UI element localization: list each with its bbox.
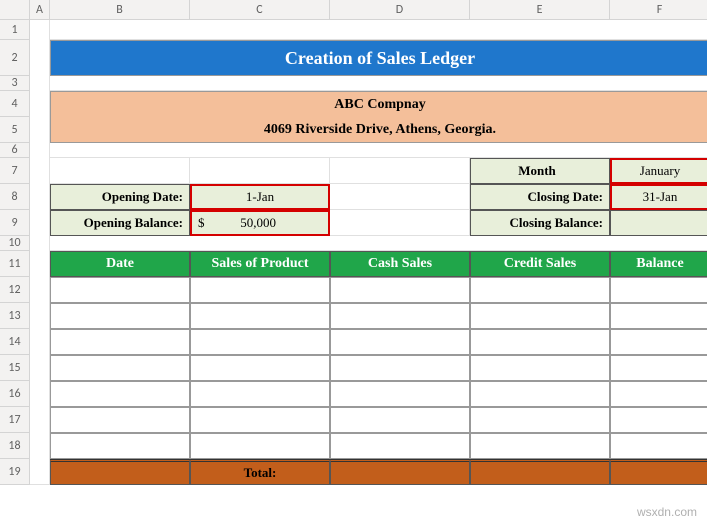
row-header-7[interactable]: 7	[0, 158, 30, 184]
closing-date-value[interactable]: 31-Jan	[610, 184, 707, 210]
company-name[interactable]: ABC Compnay	[50, 91, 707, 117]
closing-balance-value[interactable]	[610, 210, 707, 236]
c7-blank[interactable]	[190, 158, 330, 184]
total-cash[interactable]	[330, 459, 470, 485]
col-header-e[interactable]: E	[470, 0, 610, 20]
col-header-c[interactable]: C	[190, 0, 330, 20]
table-cell[interactable]	[470, 303, 610, 329]
row-header-14[interactable]: 14	[0, 329, 30, 355]
opening-balance-label[interactable]: Opening Balance:	[50, 210, 190, 236]
table-cell[interactable]	[50, 407, 190, 433]
table-cell[interactable]	[470, 329, 610, 355]
table-cell[interactable]	[610, 329, 707, 355]
table-cell[interactable]	[330, 381, 470, 407]
d7-blank[interactable]	[330, 158, 470, 184]
select-all-corner[interactable]	[0, 0, 30, 20]
row-header-8[interactable]: 8	[0, 184, 30, 210]
opening-date-value[interactable]: 1-Jan	[190, 184, 330, 210]
row-header-5[interactable]: 5	[0, 117, 30, 143]
table-cell[interactable]	[190, 277, 330, 303]
row-header-2[interactable]: 2	[0, 40, 30, 76]
col-header-f[interactable]: F	[610, 0, 707, 20]
row-header-19[interactable]: 19	[0, 459, 30, 485]
col-header-b[interactable]: B	[50, 0, 190, 20]
d8-blank[interactable]	[330, 184, 470, 210]
row-header-11[interactable]: 11	[0, 251, 30, 277]
th-sales-product[interactable]: Sales of Product	[190, 251, 330, 277]
row-header-13[interactable]: 13	[0, 303, 30, 329]
opening-balance-value[interactable]: $ 50,000	[190, 210, 330, 236]
row-header-6[interactable]: 6	[0, 143, 30, 158]
row-header-4[interactable]: 4	[0, 91, 30, 117]
table-cell[interactable]	[470, 355, 610, 381]
table-cell[interactable]	[190, 381, 330, 407]
table-cell[interactable]	[470, 381, 610, 407]
row-header-16[interactable]: 16	[0, 381, 30, 407]
opening-date-label[interactable]: Opening Date:	[50, 184, 190, 210]
closing-date-label[interactable]: Closing Date:	[470, 184, 610, 210]
table-cell[interactable]	[330, 433, 470, 459]
row1-blank[interactable]	[50, 20, 707, 40]
table-cell[interactable]	[470, 433, 610, 459]
col-a-blank[interactable]	[30, 20, 50, 485]
watermark: wsxdn.com	[637, 505, 697, 519]
row-header-10[interactable]: 10	[0, 236, 30, 251]
row10-blank[interactable]	[50, 236, 707, 251]
col-header-d[interactable]: D	[330, 0, 470, 20]
table-cell[interactable]	[330, 407, 470, 433]
table-cell[interactable]	[610, 303, 707, 329]
row-header-9[interactable]: 9	[0, 210, 30, 236]
table-cell[interactable]	[610, 355, 707, 381]
row-header-12[interactable]: 12	[0, 277, 30, 303]
table-cell[interactable]	[330, 355, 470, 381]
row-header-18[interactable]: 18	[0, 433, 30, 459]
table-cell[interactable]	[470, 277, 610, 303]
spreadsheet-grid: A B C D E F 1 2 3 4 5 6 7 8 9 10 11 12 1…	[0, 0, 707, 485]
table-cell[interactable]	[610, 433, 707, 459]
total-label[interactable]: Total:	[190, 459, 330, 485]
th-balance[interactable]: Balance	[610, 251, 707, 277]
table-cell[interactable]	[610, 277, 707, 303]
page-title[interactable]: Creation of Sales Ledger	[50, 40, 707, 76]
table-cell[interactable]	[190, 433, 330, 459]
table-cell[interactable]	[330, 303, 470, 329]
table-cell[interactable]	[50, 303, 190, 329]
table-cell[interactable]	[50, 355, 190, 381]
table-cell[interactable]	[50, 277, 190, 303]
table-cell[interactable]	[190, 303, 330, 329]
table-cell[interactable]	[330, 329, 470, 355]
col-header-a[interactable]: A	[30, 0, 50, 20]
table-cell[interactable]	[610, 407, 707, 433]
row3-blank[interactable]	[50, 76, 707, 91]
row-header-1[interactable]: 1	[0, 20, 30, 40]
month-label[interactable]: Month	[470, 158, 610, 184]
row6-blank[interactable]	[50, 143, 707, 158]
row-header-17[interactable]: 17	[0, 407, 30, 433]
th-cash-sales[interactable]: Cash Sales	[330, 251, 470, 277]
th-credit-sales[interactable]: Credit Sales	[470, 251, 610, 277]
closing-balance-label[interactable]: Closing Balance:	[470, 210, 610, 236]
th-date[interactable]: Date	[50, 251, 190, 277]
total-blank-b[interactable]	[50, 459, 190, 485]
row-header-3[interactable]: 3	[0, 76, 30, 91]
table-cell[interactable]	[190, 355, 330, 381]
table-cell[interactable]	[190, 407, 330, 433]
table-cell[interactable]	[330, 277, 470, 303]
company-address[interactable]: 4069 Riverside Drive, Athens, Georgia.	[50, 117, 707, 143]
month-value[interactable]: January	[610, 158, 707, 184]
table-cell[interactable]	[50, 381, 190, 407]
total-credit[interactable]	[470, 459, 610, 485]
table-cell[interactable]	[50, 329, 190, 355]
total-balance[interactable]	[610, 459, 707, 485]
b7-blank[interactable]	[50, 158, 190, 184]
table-cell[interactable]	[470, 407, 610, 433]
table-cell[interactable]	[190, 329, 330, 355]
row-header-15[interactable]: 15	[0, 355, 30, 381]
d9-blank[interactable]	[330, 210, 470, 236]
table-cell[interactable]	[50, 433, 190, 459]
table-cell[interactable]	[610, 381, 707, 407]
